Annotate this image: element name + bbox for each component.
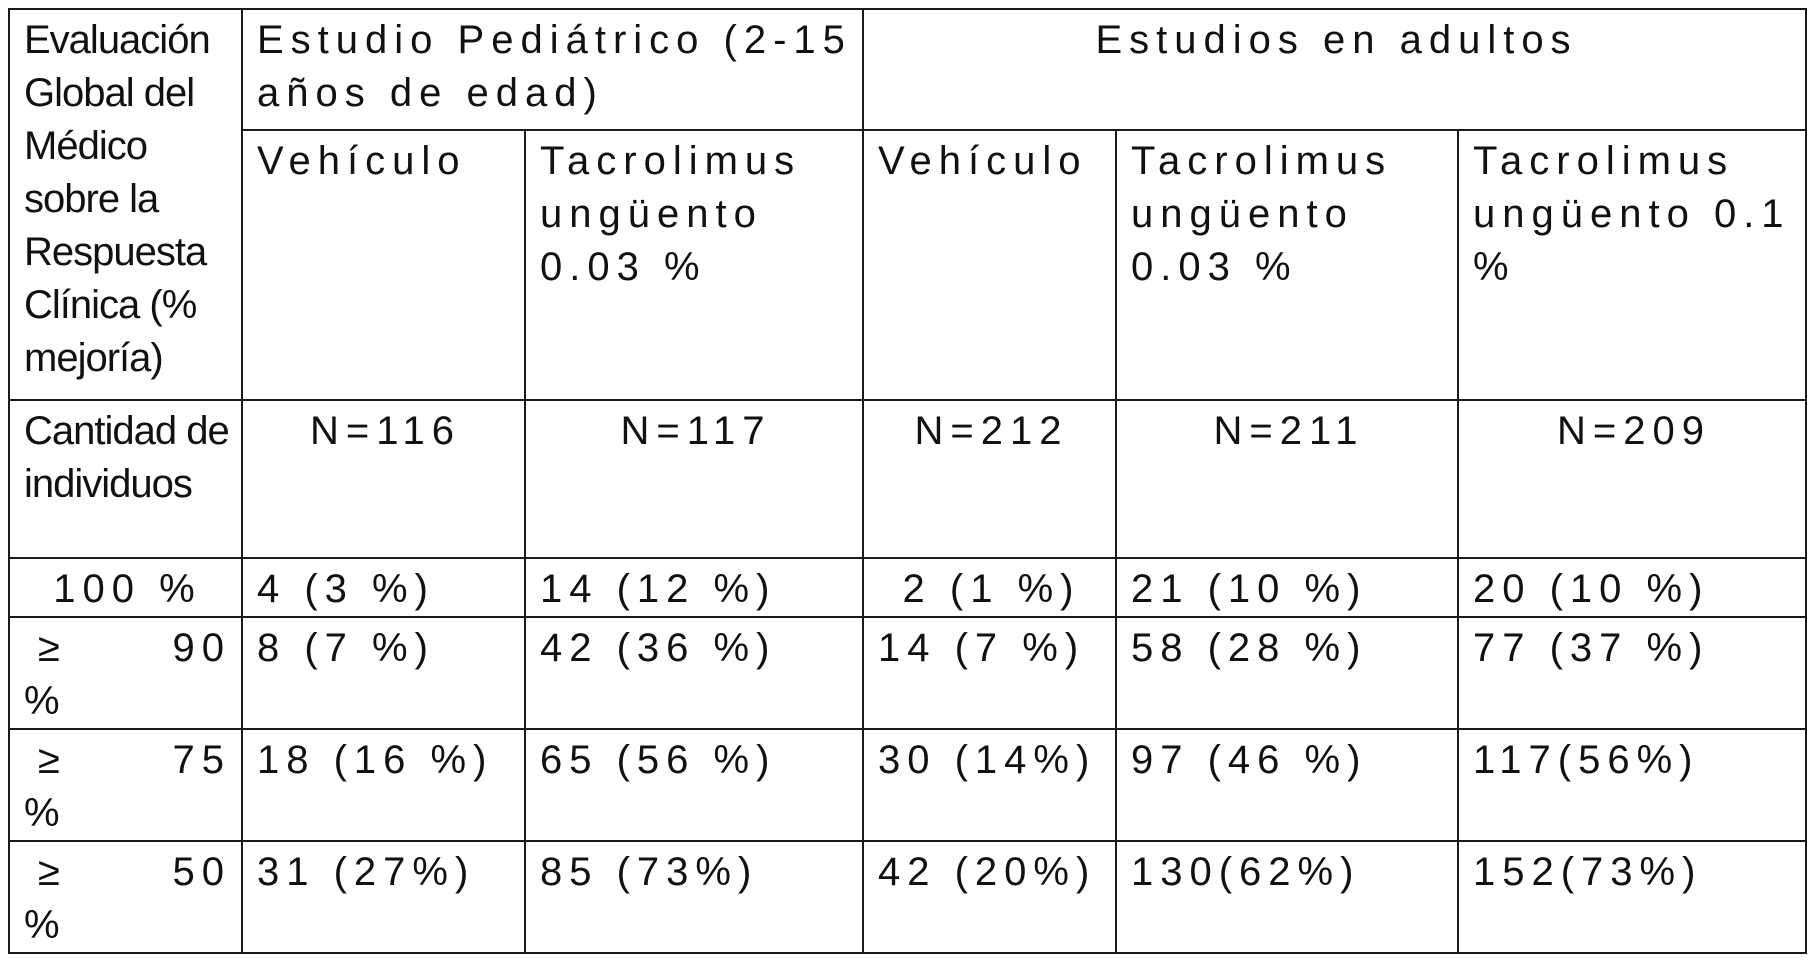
column-header-adult-vehicle: Vehículo xyxy=(863,130,1116,400)
table-cell: 117(56%) xyxy=(1458,729,1806,841)
improvement-level-label: ≥ 90 % xyxy=(9,617,242,729)
row-header-label: Evaluación Global del Médico sobre la Re… xyxy=(9,9,242,400)
n-row-label: Cantidad de individuos xyxy=(9,400,242,558)
n-value-pediatric-vehicle: N=116 xyxy=(242,400,525,558)
table-cell: 85 (73%) xyxy=(525,841,863,953)
table-cell: 42 (36 %) xyxy=(525,617,863,729)
improvement-threshold: 90 xyxy=(173,622,232,675)
column-header-pediatric-tacrolimus-003: Tacrolimus ungüento 0.03 % xyxy=(525,130,863,400)
table-row: ≥ 90 % 8 (7 %) 42 (36 %) 14 (7 %) 58 (28… xyxy=(9,617,1806,729)
table-cell: 31 (27%) xyxy=(242,841,525,953)
n-value-adult-tacrolimus-01: N=209 xyxy=(1458,400,1806,558)
greater-equal-symbol: ≥ xyxy=(24,622,67,675)
percent-unit: % xyxy=(24,675,231,728)
table-cell: 4 (3 %) xyxy=(242,558,525,617)
table-cell: 2 (1 %) xyxy=(863,558,1116,617)
percent-unit: % xyxy=(24,899,231,952)
table-cell: 30 (14%) xyxy=(863,729,1116,841)
table-cell: 152(73%) xyxy=(1458,841,1806,953)
group-header-adults: Estudios en adultos xyxy=(863,9,1806,130)
table-row: ≥ 75 % 18 (16 %) 65 (56 %) 30 (14%) 97 (… xyxy=(9,729,1806,841)
table-cell: 77 (37 %) xyxy=(1458,617,1806,729)
column-header-pediatric-vehicle: Vehículo xyxy=(242,130,525,400)
table-cell: 8 (7 %) xyxy=(242,617,525,729)
table-cell: 20 (10 %) xyxy=(1458,558,1806,617)
table-cell: 58 (28 %) xyxy=(1116,617,1458,729)
group-header-pediatric: Estudio Pediátrico (2-15 años de edad) xyxy=(242,9,863,130)
greater-equal-symbol: ≥ xyxy=(24,846,67,899)
table-cell: 21 (10 %) xyxy=(1116,558,1458,617)
improvement-level-label: ≥ 50 % xyxy=(9,841,242,953)
n-value-adult-vehicle: N=212 xyxy=(863,400,1116,558)
n-value-adult-tacrolimus-003: N=211 xyxy=(1116,400,1458,558)
improvement-threshold: 50 xyxy=(173,846,232,899)
percent-unit: % xyxy=(24,787,231,840)
table-row: 100 % 4 (3 %) 14 (12 %) 2 (1 %) 21 (10 %… xyxy=(9,558,1806,617)
column-header-adult-tacrolimus-003: Tacrolimus ungüento 0.03 % xyxy=(1116,130,1458,400)
improvement-level-label: ≥ 75 % xyxy=(9,729,242,841)
table-cell: 18 (16 %) xyxy=(242,729,525,841)
table-cell: 14 (12 %) xyxy=(525,558,863,617)
clinical-response-table: Evaluación Global del Médico sobre la Re… xyxy=(8,8,1807,954)
column-header-adult-tacrolimus-01: Tacrolimus ungüento 0.1 % xyxy=(1458,130,1806,400)
greater-equal-symbol: ≥ xyxy=(24,734,67,787)
table-cell: 42 (20%) xyxy=(863,841,1116,953)
table-cell: 14 (7 %) xyxy=(863,617,1116,729)
table-cell: 97 (46 %) xyxy=(1116,729,1458,841)
improvement-threshold: 75 xyxy=(173,734,232,787)
table-row: ≥ 50 % 31 (27%) 85 (73%) 42 (20%) 130(62… xyxy=(9,841,1806,953)
improvement-level-label: 100 % xyxy=(9,558,242,617)
table-cell: 130(62%) xyxy=(1116,841,1458,953)
table-cell: 65 (56 %) xyxy=(525,729,863,841)
n-value-pediatric-tacrolimus-003: N=117 xyxy=(525,400,863,558)
